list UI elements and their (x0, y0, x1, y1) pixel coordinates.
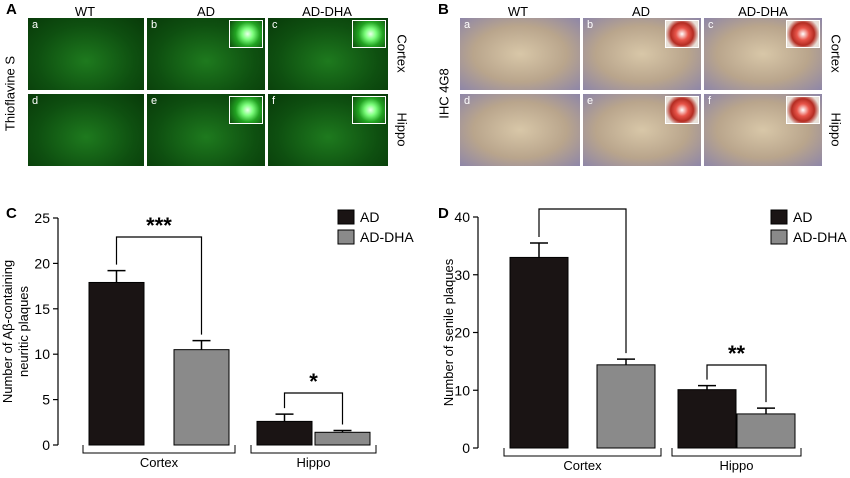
plaque-inset (352, 20, 386, 48)
panel-a-tile-d: d (28, 94, 144, 166)
y-tick-label: 5 (42, 392, 50, 408)
plaque-inset (352, 96, 386, 124)
bar (596, 364, 656, 449)
panel-b-tile-f: f (704, 94, 822, 166)
bar (314, 431, 371, 446)
legend-label: AD-DHA (793, 229, 847, 245)
y-tick-label: 25 (34, 210, 50, 226)
tile-letter: a (464, 19, 471, 31)
category-label: Hippo (720, 458, 754, 473)
y-tick-label: 20 (454, 325, 470, 341)
panel-a-column-ad: AD (196, 4, 216, 19)
chart-c: 0 5 10 15 20 25 Number of Aβ-containingneuriti… (0, 209, 414, 470)
panel-b-tile-d: d (460, 94, 580, 166)
panel-a-tile-e: e (147, 94, 265, 166)
panel-b-row-cortex: Cortex (828, 34, 844, 73)
chart-d: 0 10 20 30 40 Number of senile plaques Cortex H… (441, 205, 847, 473)
panel-a-tile-b: b (147, 18, 265, 90)
tile-letter: d (464, 95, 471, 107)
y-tick-label: 20 (34, 255, 50, 271)
panel-a-row-cortex: Cortex (394, 34, 410, 73)
tile-letter: a (32, 19, 39, 31)
y-axis-label: Number of Aβ-containingneuritic plaques (0, 260, 31, 403)
category-bracket (671, 448, 802, 457)
y-tick-label: 15 (34, 301, 50, 317)
legend-swatch (337, 229, 355, 245)
plaque-inset (665, 96, 699, 124)
legend-swatch (770, 209, 788, 225)
bar (736, 413, 796, 449)
tile-letter: b (587, 19, 594, 31)
bar (173, 349, 230, 446)
category-bracket (503, 448, 662, 457)
legend-label: AD-DHA (360, 229, 414, 245)
panel-a-tile-c: c (268, 18, 388, 90)
panel-a-row-hippo: Hippo (394, 112, 410, 147)
plaque-inset (229, 20, 263, 48)
panel-b-column-ad: AD (631, 4, 651, 19)
panel-b-column-wt: WT (507, 4, 529, 19)
panel-b-stain-label: IHC 4G8 (436, 68, 452, 119)
significance-bracket (283, 392, 344, 425)
y-tick-label: 10 (454, 382, 470, 398)
legend-swatch (770, 229, 788, 245)
tile-letter: c (272, 19, 278, 31)
y-tick-label: 40 (454, 209, 470, 225)
panel-b-column-ad-dha: AD-DHA (738, 4, 788, 19)
significance-stars: *** (146, 213, 172, 238)
legend-label: AD (360, 209, 379, 225)
significance-stars: *** (570, 205, 596, 210)
panel-b-tile-b: b (583, 18, 701, 90)
significance-bracket (538, 208, 627, 354)
tile-letter: c (708, 19, 714, 31)
y-tick-label: 0 (42, 437, 50, 453)
tile-letter: e (151, 95, 158, 107)
tile-letter: f (708, 95, 712, 107)
panel-a-column-wt: WT (74, 4, 96, 19)
plaque-inset (229, 96, 263, 124)
significance-bracket (115, 236, 203, 335)
panel-letter-a: A (6, 1, 17, 18)
bar (256, 420, 313, 446)
panel-a-tile-a: a (28, 18, 144, 90)
tile-letter: f (272, 95, 276, 107)
plaque-inset (665, 20, 699, 48)
panel-a-tile-f: f (268, 94, 388, 166)
panel-a-stain-label: Thioflavine S (2, 55, 18, 132)
y-tick-label: 30 (454, 267, 470, 283)
panel-b-tile-c: c (704, 18, 822, 90)
category-bracket (82, 445, 236, 454)
panel-a-column-ad-dha: AD-DHA (302, 4, 352, 19)
category-label: Hippo (297, 455, 331, 470)
panel-b-tile-e: e (583, 94, 701, 166)
bar (677, 389, 737, 449)
bar (509, 256, 569, 449)
plaque-inset (786, 20, 820, 48)
category-label: Cortex (140, 455, 179, 470)
y-axis-label: Number of senile plaques (441, 258, 456, 406)
bar (88, 281, 145, 446)
panel-letter-b: B (438, 1, 449, 18)
plaque-inset (786, 96, 820, 124)
significance-bracket (706, 364, 767, 403)
category-label: Cortex (563, 458, 602, 473)
significance-stars: ** (728, 341, 746, 366)
tile-letter: e (587, 95, 594, 107)
significance-stars: * (309, 369, 318, 394)
tile-letter: b (151, 19, 158, 31)
category-bracket (250, 445, 377, 454)
panel-letter-c: C (6, 205, 17, 222)
legend-label: AD (793, 209, 812, 225)
tile-letter: d (32, 95, 39, 107)
panel-b-tile-a: a (460, 18, 580, 90)
legend-swatch (337, 209, 355, 225)
panel-letter-d: D (438, 205, 449, 222)
panel-b-row-hippo: Hippo (828, 112, 844, 147)
y-tick-label: 0 (462, 440, 470, 456)
y-tick-label: 10 (34, 346, 50, 362)
